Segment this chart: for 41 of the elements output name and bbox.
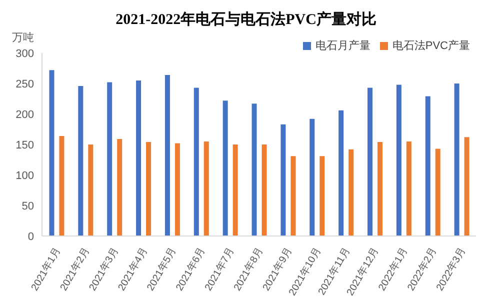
y-tick-label: 0 xyxy=(28,230,34,243)
legend-label: 电石法PVC产量 xyxy=(392,40,470,52)
bar xyxy=(464,137,470,236)
bar xyxy=(146,142,152,236)
bar xyxy=(136,80,142,236)
chart-title: 2021-2022年电石与电石法PVC产量对比 xyxy=(114,10,378,29)
bar xyxy=(222,100,228,236)
bar xyxy=(320,156,325,236)
bar xyxy=(262,144,267,236)
y-tick-label: 250 xyxy=(16,78,34,90)
y-axis-title: 万吨 xyxy=(12,31,34,45)
bar xyxy=(425,96,430,236)
bar xyxy=(252,104,257,236)
bar xyxy=(454,84,460,236)
y-tick-label: 100 xyxy=(16,170,34,182)
bar xyxy=(280,124,286,236)
bar xyxy=(204,141,209,236)
bar xyxy=(435,148,440,236)
y-tick-label: 300 xyxy=(16,48,34,60)
bar xyxy=(406,141,412,236)
bar xyxy=(59,136,64,236)
y-tick-label: 50 xyxy=(22,200,34,212)
bar xyxy=(117,139,122,236)
bar xyxy=(194,88,199,236)
bar xyxy=(290,156,296,236)
bar xyxy=(49,70,54,236)
bar xyxy=(88,144,94,236)
bar xyxy=(378,142,382,236)
bar xyxy=(310,118,315,236)
y-tick-label: 150 xyxy=(16,139,34,152)
bar xyxy=(107,82,112,236)
bar xyxy=(338,110,344,236)
bar xyxy=(348,149,354,236)
bar xyxy=(396,84,402,236)
legend-label: 电石月产量 xyxy=(315,40,370,52)
bar xyxy=(368,88,372,236)
bar xyxy=(164,74,170,236)
bar xyxy=(232,144,238,236)
bar xyxy=(174,143,180,236)
bar xyxy=(78,86,84,236)
y-tick-label: 200 xyxy=(16,108,34,121)
